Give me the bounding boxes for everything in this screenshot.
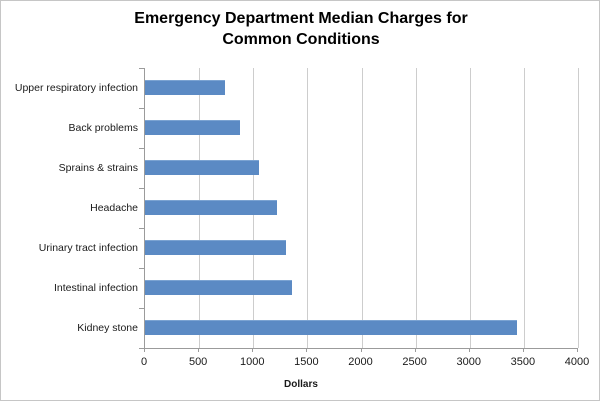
- bar: [145, 320, 518, 335]
- chart-title: Emergency Department Median Charges for …: [134, 10, 468, 48]
- y-axis-tick-mark: [139, 308, 145, 309]
- x-axis-tick-mark: [360, 348, 362, 352]
- bar: [145, 160, 259, 175]
- bar: [145, 200, 277, 215]
- category-label: Kidney stone: [77, 322, 138, 334]
- x-axis-tick-label: 2000: [348, 356, 373, 368]
- y-axis-tick-mark: [139, 108, 145, 109]
- bar: [145, 80, 226, 95]
- x-axis-tick-label: 3000: [456, 356, 481, 368]
- bar: [145, 120, 240, 135]
- vertical-gridline: [578, 68, 579, 348]
- bar-row: [145, 108, 578, 148]
- y-axis-tick-mark: [139, 68, 145, 69]
- x-axis-tick-mark: [252, 348, 254, 352]
- bar: [145, 280, 292, 295]
- category-axis-labels: Upper respiratory infection Back problems…: [1, 68, 138, 348]
- vertical-gridline: [469, 68, 471, 348]
- bar-row: [145, 148, 578, 188]
- plot-area: [139, 68, 579, 349]
- category-label: Intestinal infection: [53, 282, 138, 294]
- category-label: Urinary tract infection: [38, 242, 138, 254]
- y-axis-tick-mark: [139, 268, 145, 269]
- category-label: Upper respiratory infection: [14, 82, 138, 94]
- x-axis-tick-label: 2500: [402, 356, 427, 368]
- x-axis-tick-label: 4000: [564, 356, 590, 368]
- x-axis-tick-label: 1500: [294, 356, 319, 368]
- x-axis-tick-mark: [306, 348, 308, 352]
- vertical-gridline: [307, 68, 309, 348]
- y-axis-tick-mark: [139, 148, 145, 149]
- x-axis-tick-mark: [198, 348, 200, 352]
- bar-row: [145, 68, 578, 108]
- vertical-gridline: [361, 68, 363, 348]
- x-axis-tick-label: 0: [140, 356, 148, 368]
- bar-row: [145, 268, 578, 308]
- bar-row: [145, 228, 578, 268]
- x-axis-tick-mark: [522, 348, 524, 352]
- x-axis-tick-label: 500: [188, 356, 208, 368]
- bar-row: [145, 188, 578, 228]
- y-axis-tick-mark: [139, 228, 145, 229]
- x-axis-title: Dollars: [284, 379, 318, 390]
- category-label: Back problems: [68, 122, 138, 134]
- y-axis-tick-mark: [139, 348, 145, 349]
- x-axis-tick-mark: [577, 348, 578, 352]
- bar-rows: [145, 68, 578, 348]
- bar-row: [145, 308, 578, 348]
- x-axis-tick-label: 1000: [240, 356, 265, 368]
- bar: [145, 240, 287, 255]
- category-label: Headache: [90, 202, 138, 214]
- vertical-gridline: [415, 68, 417, 348]
- x-axis-tick-label: 3500: [510, 356, 536, 368]
- x-axis-tick-mark: [144, 348, 145, 352]
- x-axis-tick-mark: [468, 348, 470, 352]
- vertical-gridline: [523, 68, 525, 348]
- y-axis-tick-mark: [139, 188, 145, 189]
- x-axis-tick-mark: [414, 348, 416, 352]
- x-axis-ticks: 0 500 1000 1500 2000 2500 3000 3500 4000: [140, 348, 589, 374]
- category-label: Sprains & strains: [58, 162, 138, 174]
